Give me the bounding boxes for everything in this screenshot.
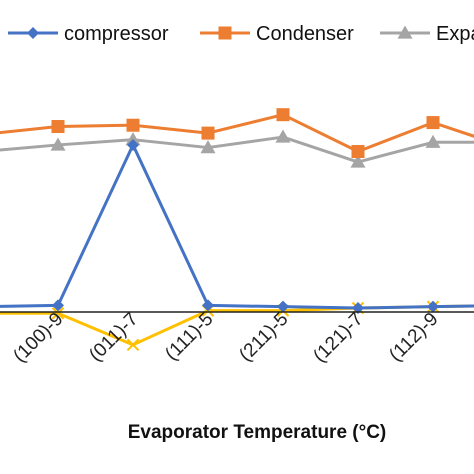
x-tick-label: (121)-7 xyxy=(309,309,367,367)
legend-label: Expar xyxy=(436,23,474,45)
data-point-compressor xyxy=(277,300,289,313)
series-compressor xyxy=(0,138,474,314)
data-point-series-4 xyxy=(126,338,140,352)
plot-area xyxy=(0,108,474,352)
series-expar xyxy=(0,129,474,168)
legend-marker xyxy=(218,26,232,40)
data-point-condenser xyxy=(126,118,140,132)
series-line-compressor xyxy=(0,143,474,310)
legend: compressor Condenser Expar xyxy=(8,23,474,45)
data-point-compressor xyxy=(52,299,64,312)
legend-marker xyxy=(27,27,39,39)
data-point-condenser xyxy=(201,126,215,140)
x-tick-label: (211)-5 xyxy=(235,309,292,366)
data-point-condenser xyxy=(276,108,290,122)
x-tick-label: (112)-9 xyxy=(385,309,442,366)
x-axis-title: Evaporator Temperature (°C) xyxy=(128,422,387,443)
x-tick-labels: (100)-9 (011)-7 (111)-5 (211)-5 (121)-7 (112)… xyxy=(9,309,442,367)
legend-item-expar: Expar xyxy=(380,23,474,45)
data-point-condenser xyxy=(351,145,365,159)
legend-marker xyxy=(397,25,413,39)
data-point-compressor xyxy=(352,302,364,314)
legend-label: compressor xyxy=(64,23,169,45)
data-point-expar xyxy=(275,129,291,143)
data-point-compressor xyxy=(127,138,139,151)
data-point-expar xyxy=(200,140,216,154)
data-point-expar xyxy=(350,154,366,168)
data-point-compressor xyxy=(427,300,439,313)
data-point-expar xyxy=(425,134,441,148)
data-point-compressor xyxy=(202,299,214,312)
x-tick-label: (111)-5 xyxy=(161,309,217,365)
legend-item-condenser: Condenser xyxy=(200,23,354,45)
series-condenser xyxy=(0,108,474,159)
data-point-expar xyxy=(125,132,141,146)
series-line-condenser xyxy=(0,113,474,154)
data-point-condenser xyxy=(426,116,440,130)
legend-label: Condenser xyxy=(256,23,354,45)
series-line-expar xyxy=(0,135,474,164)
data-point-condenser xyxy=(51,120,65,134)
x-tick-label: (100)-9 xyxy=(9,309,67,367)
legend-item-compressor: compressor xyxy=(8,23,169,45)
data-point-expar xyxy=(50,137,66,151)
data-point-series-4 xyxy=(51,307,65,320)
x-tick-label: (011)-7 xyxy=(85,309,142,366)
